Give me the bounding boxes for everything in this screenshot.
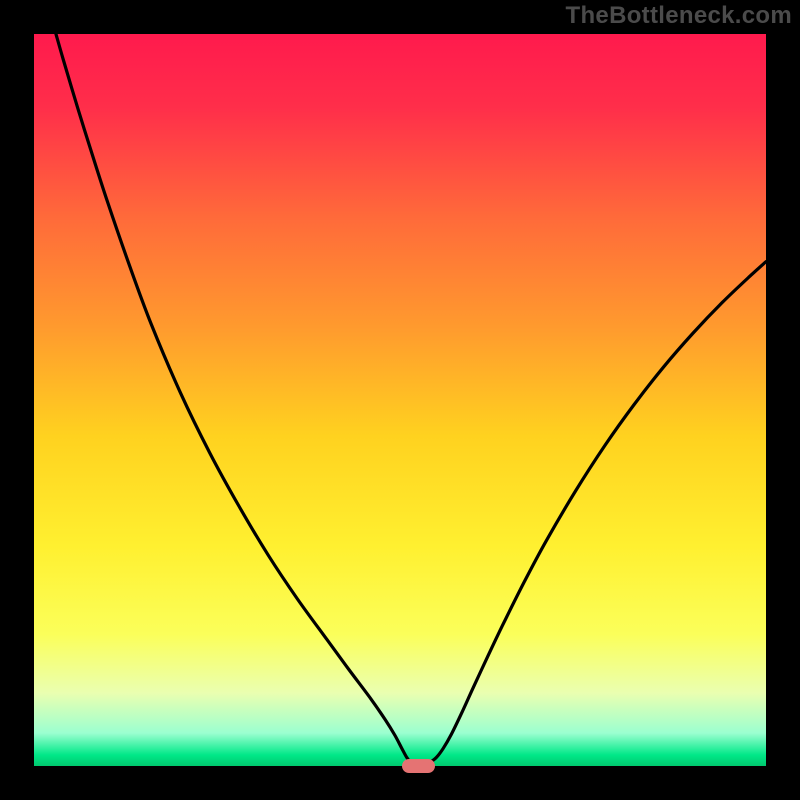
plot-svg xyxy=(34,34,766,766)
minimum-marker xyxy=(402,759,435,773)
plot-area xyxy=(34,34,766,766)
plot-background xyxy=(34,34,766,766)
chart-frame: TheBottleneck.com xyxy=(0,0,800,800)
watermark-text: TheBottleneck.com xyxy=(566,2,792,30)
